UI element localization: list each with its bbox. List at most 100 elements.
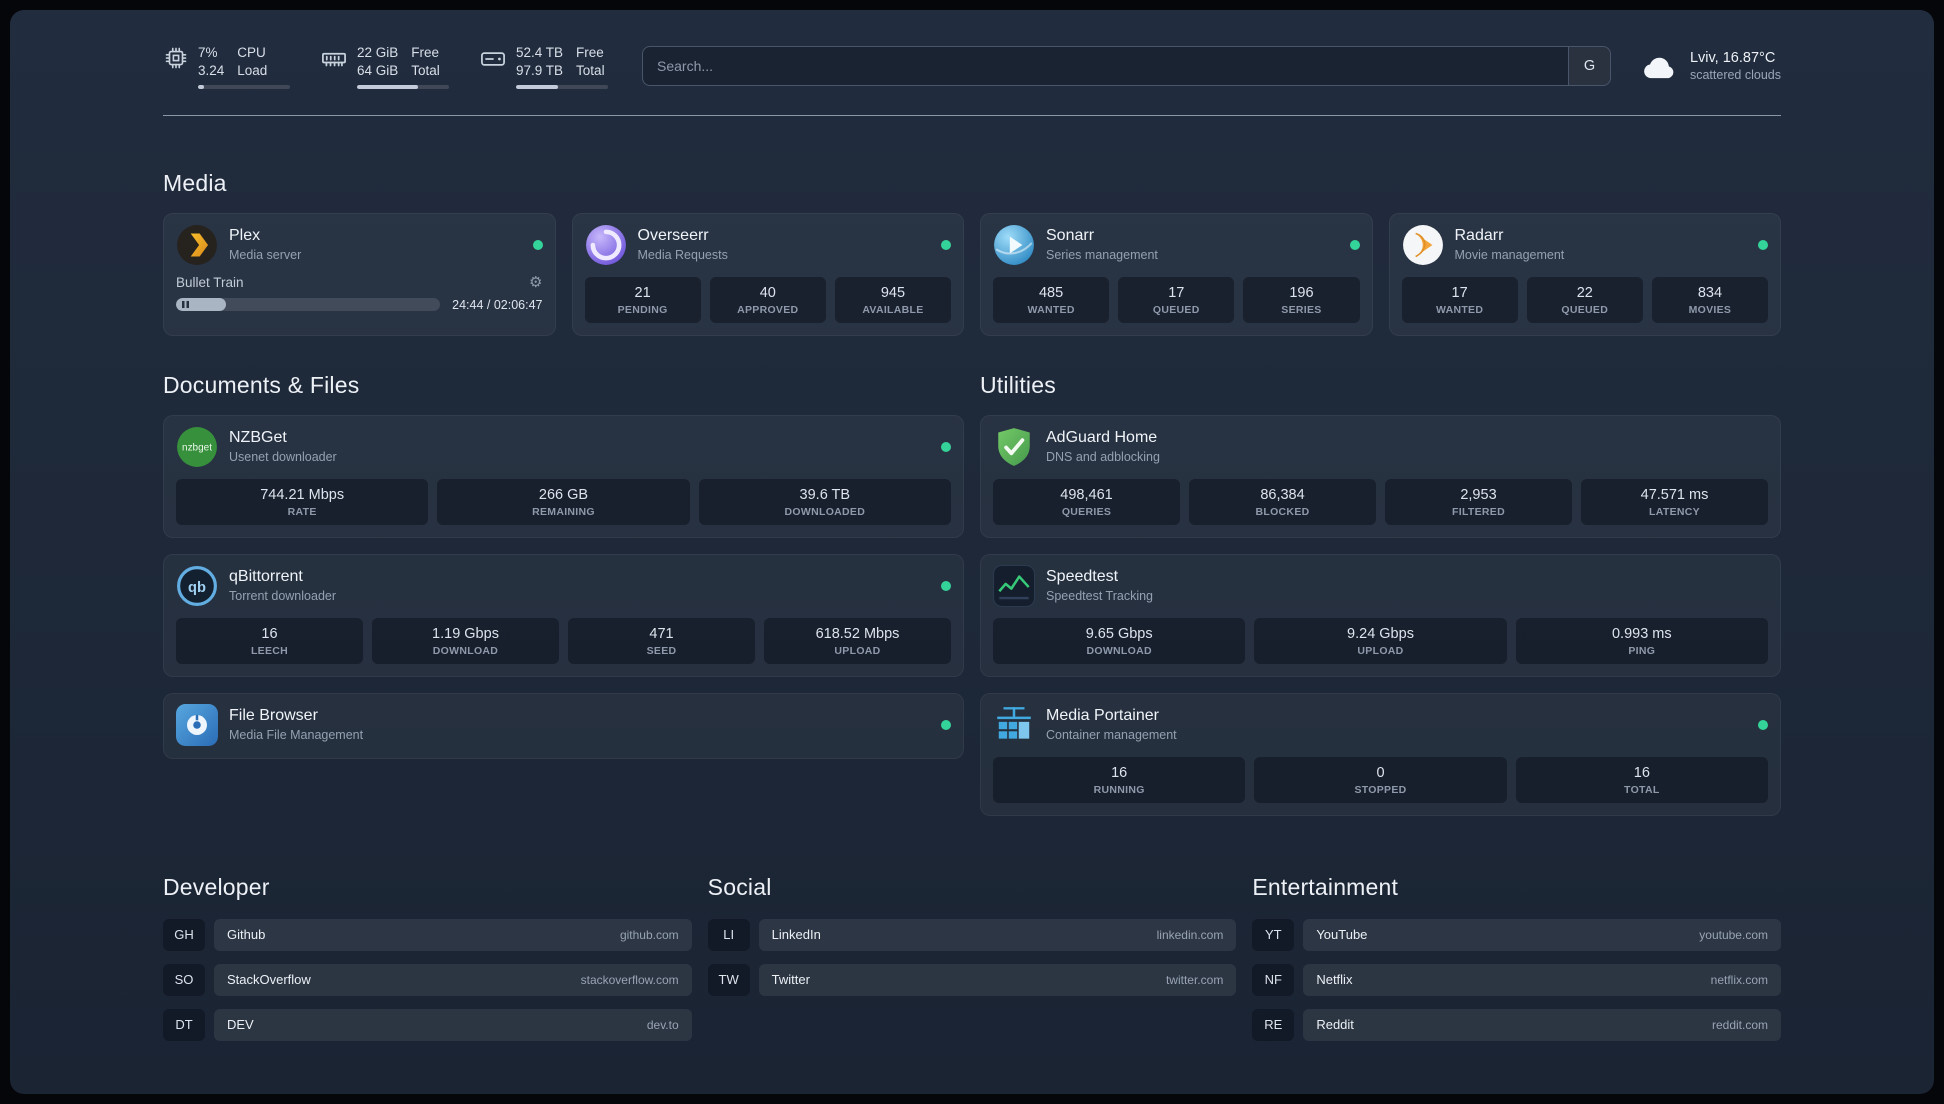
service-card-media-portainer[interactable]: Media Portainer Container management 16 RUN… (980, 692, 1781, 816)
status-dot (1758, 719, 1768, 730)
bookmark-link[interactable]: LinkedIn linkedin.com (758, 918, 1237, 951)
stat-seed: 471 SEED (568, 617, 755, 664)
stat-stopped: 0 STOPPED (1254, 756, 1507, 803)
gear-icon[interactable]: ⚙ (529, 273, 543, 291)
search-input[interactable] (643, 47, 1568, 86)
cpu-labels: CPU Load (237, 44, 267, 80)
cpu-values: 7% 3.24 (198, 44, 224, 80)
bookmark-abbr: LI (707, 918, 750, 951)
service-name: Sonarr (1046, 227, 1095, 245)
service-description: Usenet downloader (229, 450, 337, 465)
service-card-adguard-home[interactable]: AdGuard Home DNS and adblocking 498,461 QUE… (980, 414, 1781, 538)
bookmark-abbr: DT (163, 1008, 205, 1041)
weather-widget[interactable]: Lviv, 16.87°C scattered clouds (1641, 47, 1781, 86)
service-description: Container management (1046, 728, 1177, 743)
service-description: Media server (229, 248, 302, 263)
stat-label: STOPPED (1354, 783, 1407, 796)
stat-value: 196 (1289, 284, 1314, 301)
bookmark-name: Netflix (1316, 972, 1353, 988)
bookmark-link[interactable]: Twitter twitter.com (758, 963, 1237, 996)
dashboard: 7% 3.24 CPU Load 22 GiB 64 GiB Free Total 52.4 T… (10, 10, 1934, 1094)
memory-label-1: Free (411, 45, 440, 60)
stat-label: QUEUED (1152, 303, 1200, 316)
stat-value: 485 (1038, 284, 1064, 301)
service-card-speedtest[interactable]: Speedtest Speedtest Tracking 9.65 Gbps DOWN… (980, 553, 1781, 677)
bookmark-link[interactable]: StackOverflow stackoverflow.com (214, 963, 692, 996)
cpu-label-1: CPU (237, 45, 266, 60)
stat-movies: 834 MOVIES (1651, 276, 1769, 323)
service-card-qbittorrent[interactable]: qb qBittorrent Torrent downloader 16 LEECH 1.… (163, 553, 964, 677)
stat-label: PENDING (617, 303, 668, 316)
stat-leech: 16 LEECH (176, 617, 363, 664)
service-name: AdGuard Home (1046, 429, 1158, 447)
stat-value: 9.24 Gbps (1347, 625, 1414, 642)
bookmark-youtube[interactable]: YT YouTube youtube.com (1252, 918, 1781, 951)
bookmark-name: Github (227, 927, 266, 943)
bookmark-group-title: Developer (163, 873, 270, 900)
storage-widget: 52.4 TB 97.9 TB Free Total (479, 44, 608, 89)
stat-value: 21 (634, 284, 651, 301)
now-playing-title: Bullet Train (176, 274, 244, 290)
stat-label: QUERIES (1061, 505, 1112, 518)
service-card-radarr[interactable]: Radarr Movie management 17 WANTED 22 QUEUED 83… (1388, 212, 1781, 336)
service-card-nzbget[interactable]: nzbget NZBGet Usenet downloader 744.21 Mbps… (163, 414, 964, 538)
ram-icon (320, 45, 348, 89)
storage-label-1: Free (576, 45, 604, 60)
bookmark-group-title: Entertainment (1252, 873, 1399, 900)
bookmark-linkedin[interactable]: LI LinkedIn linkedin.com (707, 918, 1237, 951)
bookmark-link[interactable]: Github github.com (214, 918, 692, 951)
weather-location: Lviv, 16.87°C (1689, 50, 1776, 67)
service-name: Media Portainer (1046, 707, 1159, 725)
bookmark-name: Twitter (771, 972, 810, 988)
bookmark-reddit[interactable]: RE Reddit reddit.com (1252, 1008, 1781, 1041)
cloud-icon (1641, 48, 1679, 86)
weather-condition: scattered clouds (1689, 68, 1781, 83)
bookmark-link[interactable]: DEV dev.to (214, 1008, 692, 1041)
stat-downloaded: 39.6 TB DOWNLOADED (698, 478, 951, 525)
stat-label: RUNNING (1093, 783, 1145, 796)
stat-label: UPLOAD (834, 644, 881, 657)
stat-value: 744.21 Mbps (260, 486, 345, 503)
svg-text:qb: qb (188, 579, 206, 595)
memory-value-2: 64 GiB (357, 62, 399, 78)
stat-queries: 498,461 QUERIES (993, 478, 1180, 525)
bookmark-link[interactable]: Reddit reddit.com (1303, 1008, 1781, 1041)
playback-progress-bar (176, 298, 441, 312)
stat-download: 9.65 Gbps DOWNLOAD (993, 617, 1246, 664)
bookmark-stackoverflow[interactable]: SO StackOverflow stackoverflow.com (163, 963, 692, 996)
stat-value: 17 (1168, 284, 1185, 301)
bookmark-github[interactable]: GH Github github.com (163, 918, 692, 951)
stat-label: SERIES (1281, 303, 1322, 316)
search-engine-button[interactable]: G (1567, 47, 1610, 86)
service-card-sonarr[interactable]: Sonarr Series management 485 WANTED 17 QUEUED… (980, 212, 1373, 336)
stat-value: 39.6 TB (799, 486, 851, 503)
bookmark-name: StackOverflow (227, 972, 311, 988)
content: 7% 3.24 CPU Load 22 GiB 64 GiB Free Total 52.4 T… (163, 44, 1781, 1054)
topbar-divider (163, 114, 1781, 116)
bookmark-twitter[interactable]: TW Twitter twitter.com (707, 963, 1237, 996)
service-card-plex[interactable]: Plex Media server Bullet Train ⚙ 24:44 / 02:… (163, 212, 556, 336)
stat-ping: 0.993 ms PING (1515, 617, 1768, 664)
status-dot (532, 239, 543, 250)
disk-icon (479, 45, 507, 89)
utilities-cards: AdGuard Home DNS and adblocking 498,461 QUE… (980, 414, 1781, 816)
stat-value: 22 (1576, 284, 1593, 301)
storage-value-1: 52.4 TB (516, 45, 564, 60)
portainer-icon (993, 704, 1035, 746)
stat-approved: 40 APPROVED (709, 276, 826, 323)
stat-label: TOTAL (1624, 783, 1660, 796)
service-description: Media File Management (229, 728, 364, 743)
pause-icon (182, 301, 189, 309)
stat-filtered: 2,953 FILTERED (1385, 478, 1572, 525)
bookmark-link[interactable]: YouTube youtube.com (1303, 918, 1781, 951)
service-card-file-browser[interactable]: File Browser Media File Management (163, 692, 964, 759)
stat-value: 945 (880, 284, 906, 301)
bookmark-dev[interactable]: DT DEV dev.to (163, 1008, 692, 1041)
bookmark-name: Reddit (1316, 1017, 1354, 1033)
bookmark-link[interactable]: Netflix netflix.com (1303, 963, 1781, 996)
svg-text:nzbget: nzbget (182, 442, 212, 453)
middle-columns: Documents & Files nzbget NZBGet Usenet dow… (163, 372, 1781, 816)
bookmark-netflix[interactable]: NF Netflix netflix.com (1252, 963, 1781, 996)
service-card-overseerr[interactable]: Overseerr Media Requests 21 PENDING 40 APPROV… (571, 212, 964, 336)
cpu-value-2: 3.24 (198, 62, 225, 78)
